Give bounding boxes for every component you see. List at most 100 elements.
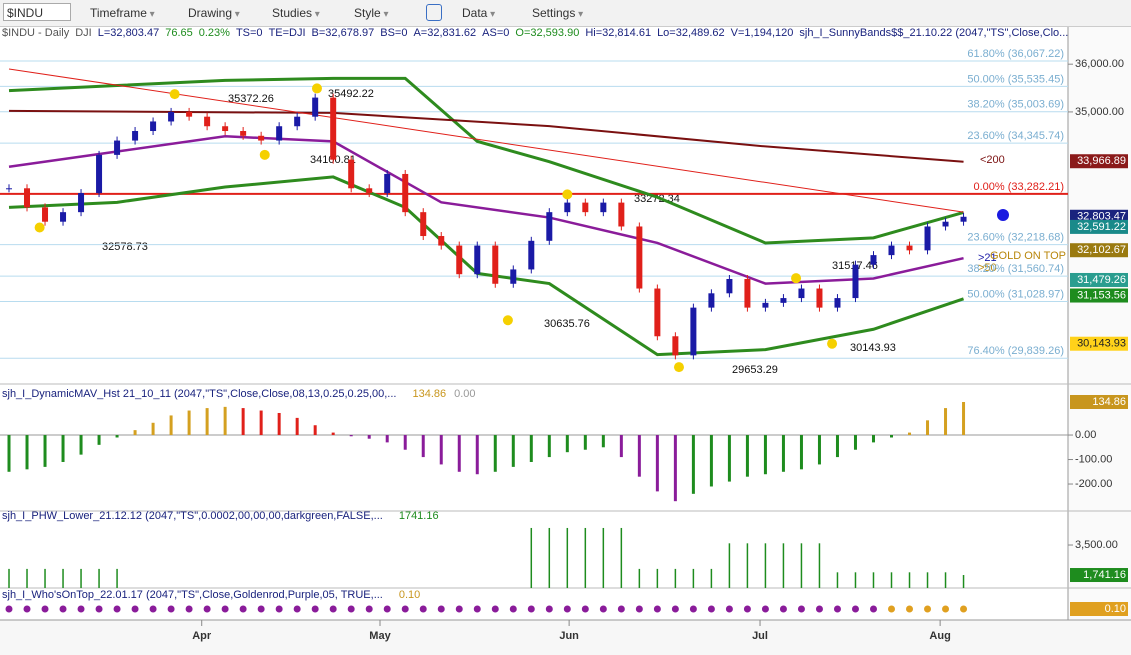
pivot-label: 29653.29 [732,364,778,376]
candle [564,202,571,213]
pivot-label: 30635.76 [544,318,590,330]
histogram-bar [673,435,677,502]
fib-label: 50.00% (31,028.97) [967,288,1064,300]
wot-dot [599,605,607,613]
x-tick-label: Jun [559,630,579,642]
data-button[interactable]: Data [458,4,499,22]
settings-button[interactable]: Settings [528,4,587,22]
histogram-bar [835,435,839,458]
wot-dot [473,605,481,613]
histogram-bar [547,435,551,458]
wot-dot [942,605,950,613]
histogram-bar [944,408,948,436]
wot-dot [203,605,211,613]
drawing-button[interactable]: Drawing [184,4,244,22]
histogram-bar [313,425,317,436]
pivot-label: 30143.93 [850,342,896,354]
readout: 0.00 [454,388,476,400]
price-tag [1070,394,1128,409]
histogram-bar [169,415,173,436]
studies-button[interactable]: Studies [268,4,324,22]
style-button[interactable]: Style [350,4,393,22]
wot-dot [419,605,427,613]
indicator-line [8,135,964,285]
wot-dot [563,605,571,613]
candle [474,245,481,275]
header-field: O=32,593.90 [515,27,580,39]
candle [186,111,193,117]
histogram-bar [43,435,47,467]
layout-icon[interactable] [426,4,442,21]
candle [708,293,715,308]
wot-dot [257,605,265,613]
price-tag-label: 31,479.26 [1077,274,1126,286]
wot-dot [906,605,914,613]
wot-dot [131,605,139,613]
candle [276,126,283,141]
header-field: sjh_I_SunnyBands$$_21.10.22 (2047,"TS",C… [799,27,1069,39]
histogram-bar [781,435,785,472]
marker-dot [997,209,1009,221]
wot-dot [167,605,175,613]
histogram-bar [403,435,407,450]
histogram-bar [511,435,515,467]
wot-dot [924,605,932,613]
candle [798,288,805,299]
wot-dot [149,605,157,613]
histogram-bar [205,408,209,436]
candle [528,240,535,270]
candle [816,288,823,308]
candle [312,97,319,117]
histogram-bar [79,435,83,455]
price-tag-label: 32,803.47 [1077,211,1126,223]
timeframe-button[interactable]: Timeframe [86,4,159,22]
candle [672,336,679,356]
histogram-bar [331,432,335,436]
symbol-header: $INDU - Daily DJI L=32,803.47 76.65 0.23% TS=… [2,27,1074,39]
candle [240,131,247,136]
price-tag-label: 30,143.93 [1077,338,1126,350]
wot-dot [95,605,103,613]
candle [834,298,841,308]
candle [618,202,625,227]
histogram-bar [817,435,821,465]
wot-dot [23,605,31,613]
price-pane: 61.80% (36,067.22) 50.00% (35,535.45) 38.2… [0,48,1068,373]
histogram-bar [926,420,930,436]
wot-dot [689,605,697,613]
histogram-bar [151,422,155,436]
histogram-bar [97,435,101,445]
candle [78,193,85,213]
wot-dot [365,605,373,613]
price-tag-label: 0.10 [1105,603,1126,615]
candle [132,131,139,141]
fib-label: 50.00% (35,535.45) [967,73,1064,85]
indicator-line [8,175,965,357]
fib-label: 38.20% (35,003.69) [967,99,1064,111]
toolbar: $INDU Timeframe Drawing Studies Style Da… [0,0,1131,27]
fib-label: 61.80% (36,067.22) [967,48,1064,60]
wot-dot [888,605,896,613]
candle [942,221,949,227]
candle [384,173,391,194]
price-tag-label: 32,591.22 [1077,221,1126,233]
candle [492,245,499,284]
candle [924,226,931,251]
candle [96,154,103,194]
symbol-input[interactable]: $INDU [3,3,71,21]
indicator-name: sjh_I_Who'sOnTop_22.01.17 (2047,"TS",Clo… [2,589,383,601]
wot-dot [329,605,337,613]
x-tick-label: Aug [929,630,950,642]
histogram-bar [7,435,11,472]
histogram-bar [637,435,641,477]
wot-dot [869,605,877,613]
fib-label: 38.20% (31,560.74) [967,263,1064,275]
time-axis-area [0,620,1131,655]
y-tick-label: 36,000.00 [1075,58,1124,70]
histogram-bar [853,435,857,450]
candle [780,298,787,303]
histogram-bar [421,435,425,458]
y-tick-label: 0.00 [1075,429,1096,441]
wot-dot [5,605,13,613]
header-field: TS=0 [235,27,263,39]
